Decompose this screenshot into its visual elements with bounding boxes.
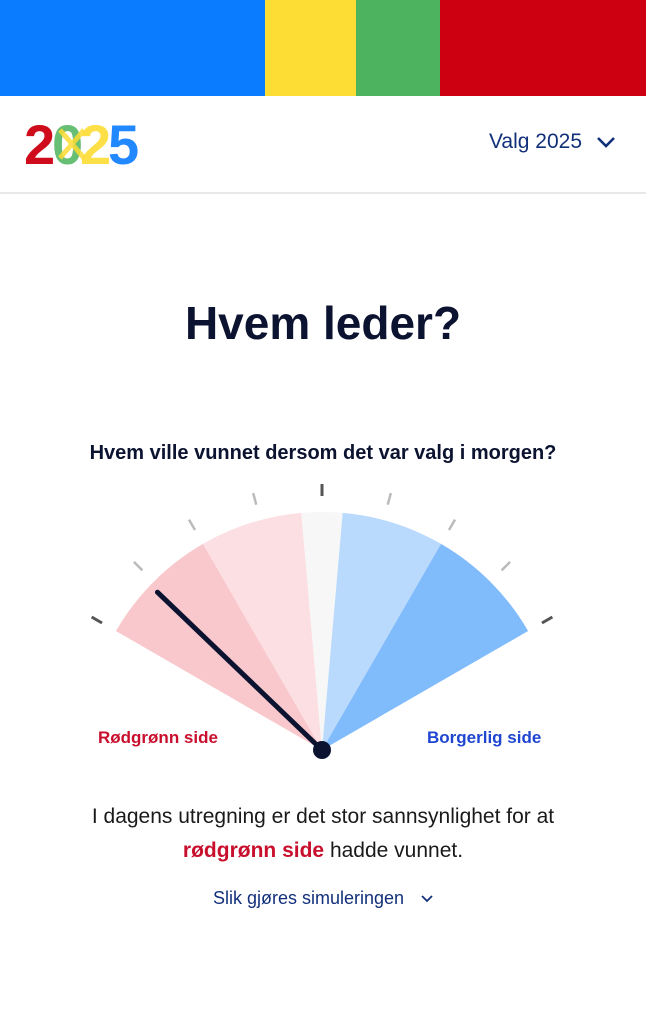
gauge-tick <box>133 561 144 572</box>
result-highlight: rødgrønn side <box>182 839 325 862</box>
valg-2025-menu[interactable]: Valg 2025 <box>489 130 616 154</box>
gauge-tick <box>187 519 197 531</box>
result-prefix: I dagens utregning er det stor sannsynli… <box>91 805 555 828</box>
simulation-info-toggle[interactable]: Slik gjøres simuleringen <box>0 888 646 909</box>
stripe-red <box>440 0 646 96</box>
gauge-segment-1 <box>203 512 322 750</box>
logo-2025[interactable]: 2 0 2 5 <box>24 116 149 170</box>
svg-text:0: 0 <box>52 116 83 170</box>
stripe-blue <box>0 0 265 96</box>
svg-text:2: 2 <box>24 116 55 170</box>
stripe-green <box>356 0 440 96</box>
svg-text:2: 2 <box>80 116 111 170</box>
svg-text:5: 5 <box>108 116 139 170</box>
gauge-segment-2 <box>301 512 343 750</box>
page-title: Hvem leder? <box>184 297 462 349</box>
gauge-segment-3 <box>322 512 441 750</box>
gauge-segment-4 <box>322 543 529 750</box>
chevron-down-icon <box>421 895 433 903</box>
gauge-tick <box>447 519 457 531</box>
left-side-label: Rødgrønn side <box>98 728 218 747</box>
gauge <box>90 484 554 759</box>
chevron-down-icon <box>597 137 615 148</box>
gauge-tick <box>90 615 103 625</box>
gauge-tick <box>541 615 554 625</box>
stripe-yellow <box>265 0 356 96</box>
right-side-label: Borgerlig side <box>427 728 542 747</box>
header: 2 0 2 5 Valg 2025 <box>0 96 646 194</box>
question: Hvem ville vunnet dersom det var valg i … <box>89 442 557 464</box>
result-suffix: hadde vunnet. <box>329 839 464 862</box>
result-text: I dagens utregning er det stor sannsynli… <box>0 800 646 868</box>
gauge-tick <box>251 492 258 505</box>
gauge-pivot <box>313 741 331 759</box>
link-label: Slik gjøres simuleringen <box>212 888 405 908</box>
gauge-needle <box>154 589 325 753</box>
menu-label: Valg 2025 <box>488 130 582 153</box>
gauge-tick <box>386 492 393 505</box>
gauge-tick <box>500 561 511 572</box>
